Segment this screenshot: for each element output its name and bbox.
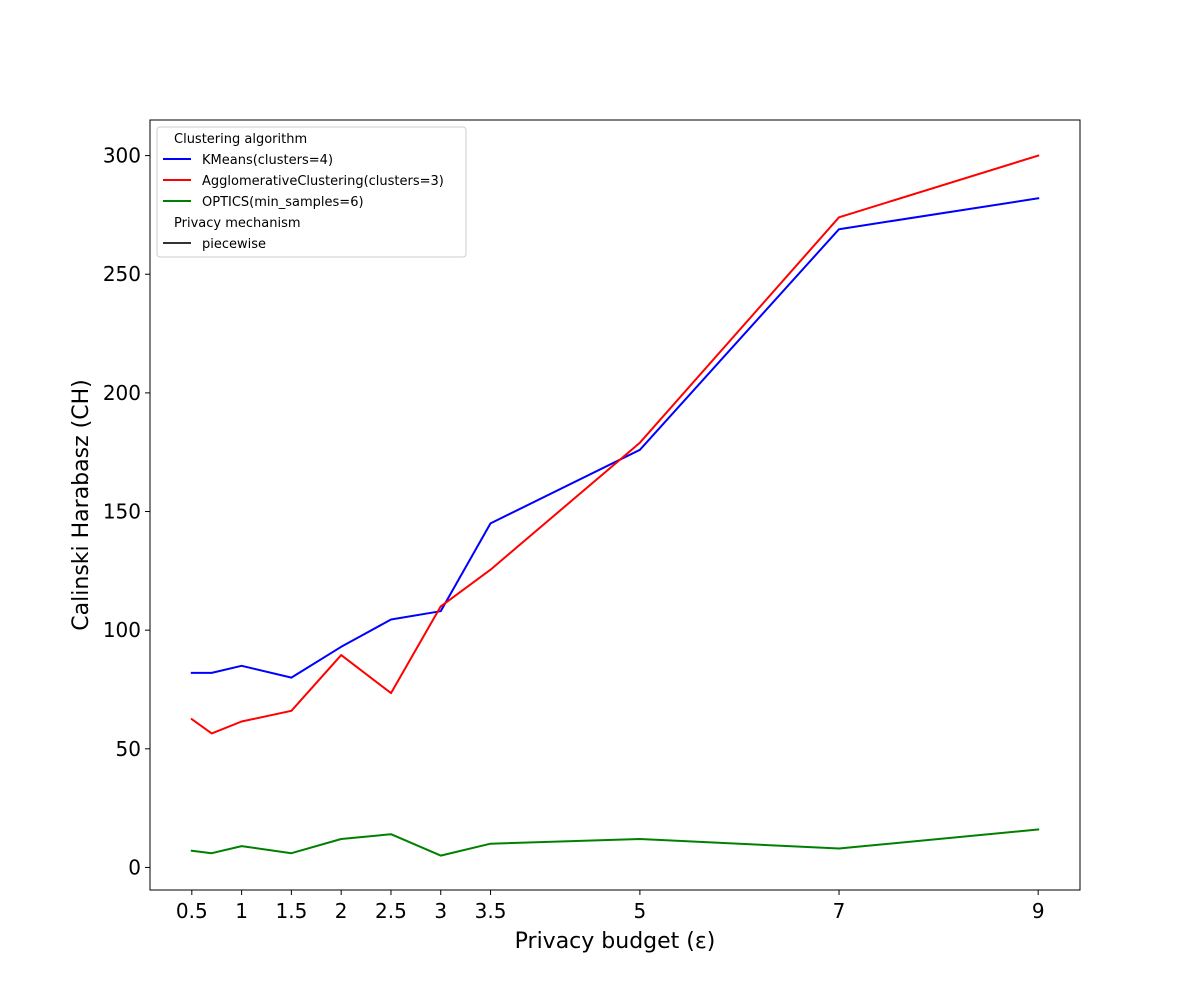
y-tick-label: 0 <box>128 855 141 879</box>
y-tick-label: 150 <box>103 500 141 524</box>
series-line-2 <box>190 154 1040 735</box>
x-tick-label: 5 <box>634 899 647 923</box>
legend-hue-entries: KMeans(clusters=4) AgglomerativeClusterin… <box>163 153 444 210</box>
y-tick-label: 100 <box>103 618 141 642</box>
plot-frame <box>149 119 1081 891</box>
x-tick-label: 9 <box>1032 899 1045 923</box>
x-tick-label: 3 <box>434 899 447 923</box>
x-tick-label: 1.5 <box>275 899 307 923</box>
x-tick-label: 0.5 <box>176 899 208 923</box>
x-tick-label: 3.5 <box>475 899 507 923</box>
legend-entry-label: piecewise <box>202 237 266 252</box>
y-tick-label: 250 <box>103 262 141 286</box>
y-axis-label: Calinski Harabasz (CH) <box>69 379 94 630</box>
x-axis: 0.5 1 1.5 2 2.5 3 3.5 5 7 9 <box>176 890 1045 923</box>
x-tick-label: 2.5 <box>375 899 407 923</box>
y-tick-label: 200 <box>103 381 141 405</box>
legend-title-style: Privacy mechanism <box>174 216 301 231</box>
series-layer <box>190 154 1040 857</box>
series-line-1 <box>190 197 1040 679</box>
legend: Clustering algorithm KMeans(clusters=4) A… <box>156 126 467 258</box>
legend-title-hue: Clustering algorithm <box>174 132 307 147</box>
x-tick-label: 2 <box>335 899 348 923</box>
x-tick-label: 7 <box>833 899 846 923</box>
series-line-3 <box>190 828 1040 857</box>
y-tick-label: 300 <box>103 144 141 168</box>
legend-box <box>156 126 467 258</box>
y-axis: 0 50 100 150 200 250 300 <box>103 144 150 879</box>
x-axis-label: Privacy budget (ε) <box>515 929 716 954</box>
legend-style-entries: piecewise <box>163 237 266 252</box>
legend-entry-label: KMeans(clusters=4) <box>202 153 333 168</box>
y-tick-label: 50 <box>116 737 141 761</box>
legend-entry-label: AgglomerativeClustering(clusters=3) <box>202 174 444 189</box>
legend-entry-label: OPTICS(min_samples=6) <box>202 195 364 210</box>
x-tick-label: 1 <box>235 899 248 923</box>
